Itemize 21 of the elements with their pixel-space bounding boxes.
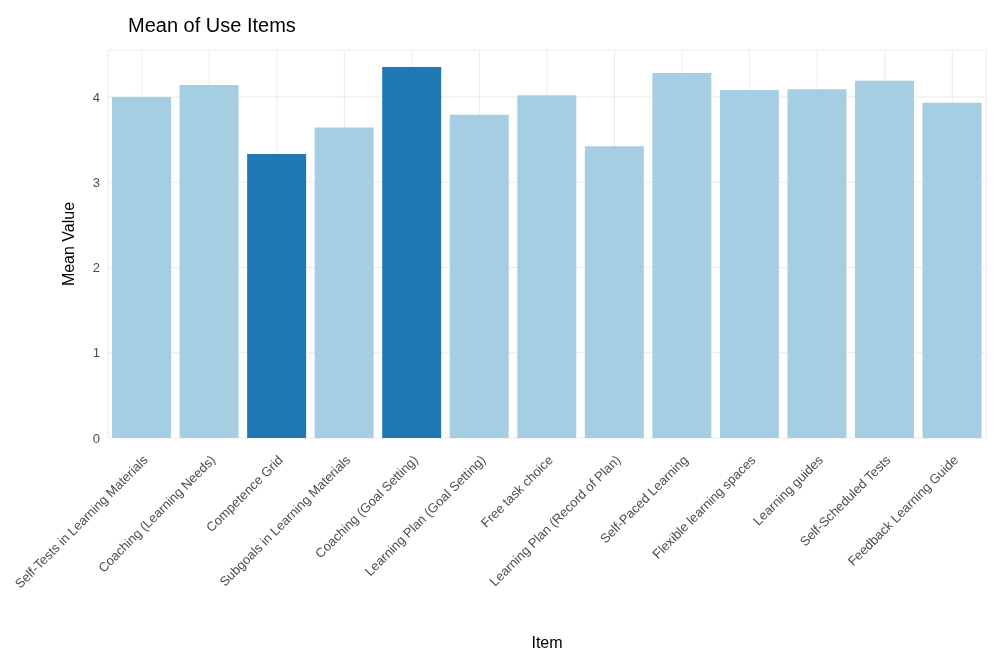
bar (584, 146, 644, 438)
bar (449, 114, 509, 438)
bar (719, 90, 779, 438)
y-tick-label: 2 (92, 260, 100, 276)
y-tick-label: 0 (92, 430, 100, 446)
bar (314, 127, 374, 438)
bar (652, 73, 712, 438)
y-tick-label: 4 (92, 89, 100, 105)
y-tick-label: 1 (92, 345, 100, 361)
bar (854, 80, 914, 438)
bar (787, 89, 847, 438)
bar (517, 95, 577, 438)
chart-title: Mean of Use Items (128, 14, 296, 37)
bar (922, 102, 982, 438)
bar (247, 154, 307, 438)
y-tick-label: 3 (92, 174, 100, 190)
bar (112, 96, 172, 438)
bar (179, 84, 239, 438)
bar (382, 67, 442, 438)
y-axis-title: Mean Value (59, 201, 77, 287)
x-axis-title: Item (531, 634, 563, 651)
